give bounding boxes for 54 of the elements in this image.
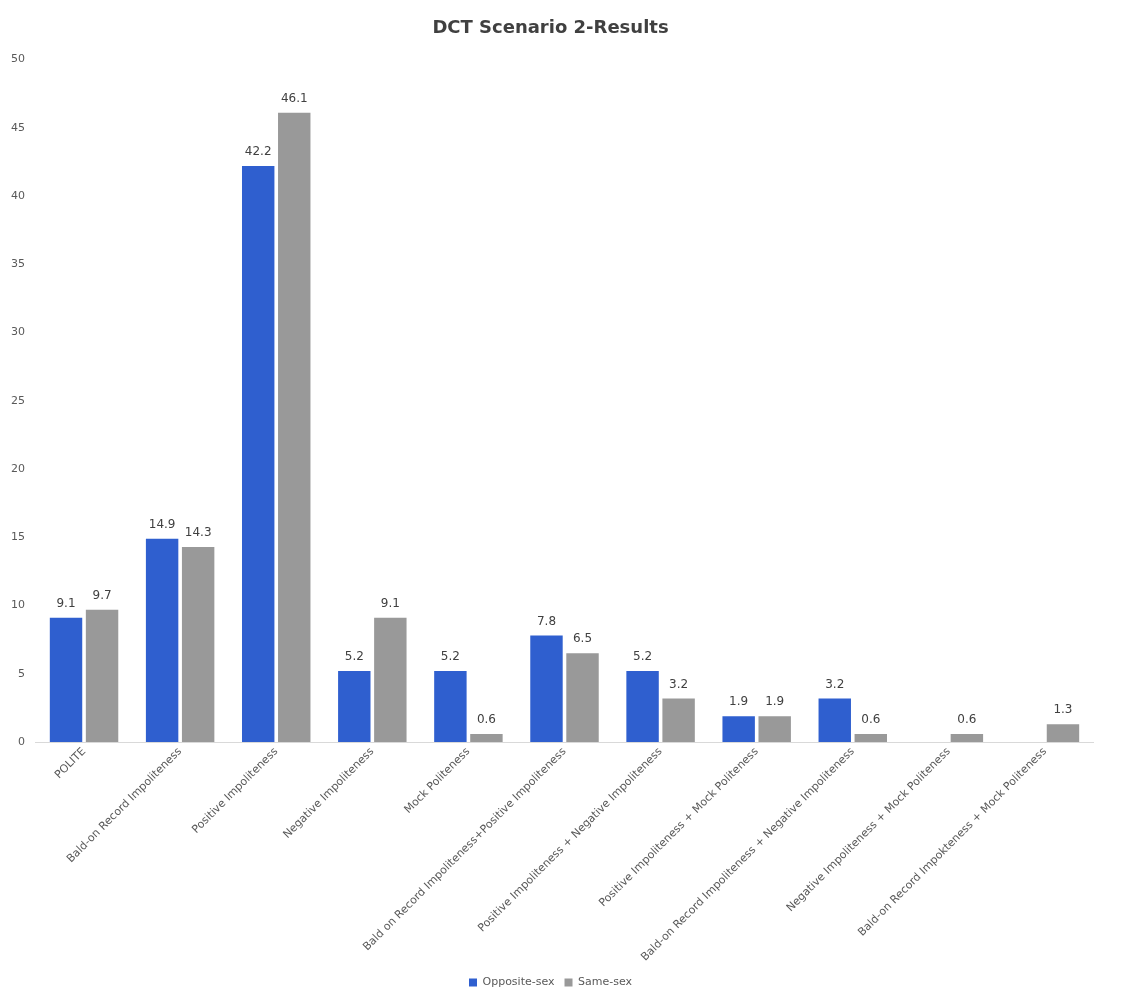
- data-label: 9.1: [380, 595, 400, 610]
- y-tick-label: 15: [11, 530, 25, 544]
- data-label: 42.2: [244, 144, 272, 159]
- y-tick-label: 10: [11, 598, 25, 612]
- data-label: 3.2: [825, 676, 845, 691]
- data-label: 3.2: [669, 676, 689, 691]
- bar: [49, 617, 83, 743]
- bar: [662, 698, 695, 743]
- y-tick-label: 5: [18, 666, 25, 680]
- bar: [145, 538, 179, 743]
- data-label: 0.6: [957, 712, 977, 727]
- legend-label: Opposite-sex: [482, 975, 555, 989]
- data-label: 6.5: [572, 631, 593, 646]
- y-tick-label: 35: [11, 257, 25, 271]
- bar: [758, 716, 791, 743]
- bar: [818, 698, 851, 743]
- data-label: 46.1: [280, 90, 308, 105]
- y-tick-label: 30: [11, 325, 25, 339]
- y-tick-label: 45: [11, 120, 25, 134]
- data-label: 0.6: [476, 712, 496, 727]
- bar: [530, 635, 563, 743]
- data-label: 1.9: [729, 694, 749, 709]
- data-label: 1.3: [1053, 702, 1073, 717]
- y-tick-label: 0: [18, 734, 25, 748]
- bar: [181, 546, 215, 743]
- data-label: 1.9: [765, 694, 785, 709]
- bar: [1046, 724, 1080, 743]
- data-label: 5.2: [633, 649, 653, 664]
- data-label: 14.9: [148, 516, 176, 531]
- legend-label: Same-sex: [578, 975, 633, 989]
- data-label: 14.3: [184, 525, 212, 540]
- y-tick-label: 20: [11, 461, 25, 475]
- chart-title: DCT Scenario 2-Results: [432, 16, 669, 38]
- bar: [374, 617, 407, 743]
- bar: [722, 716, 755, 743]
- bar: [241, 166, 275, 743]
- data-label: 9.1: [56, 595, 76, 610]
- data-label: 0.6: [861, 712, 881, 727]
- data-label: 5.2: [440, 649, 460, 664]
- bar: [338, 671, 371, 743]
- y-tick-label: 50: [11, 52, 25, 66]
- bar: [566, 653, 599, 743]
- data-label: 5.2: [344, 649, 364, 664]
- bar: [470, 733, 503, 743]
- data-label: 9.7: [92, 587, 112, 602]
- bar: [278, 112, 311, 743]
- bar: [626, 671, 659, 743]
- y-tick-label: 40: [11, 188, 25, 202]
- y-tick-label: 25: [11, 393, 25, 407]
- data-label: 7.8: [536, 613, 557, 628]
- bar: [854, 733, 888, 743]
- bar: [434, 671, 467, 743]
- bar: [950, 733, 984, 743]
- bar: [85, 609, 119, 743]
